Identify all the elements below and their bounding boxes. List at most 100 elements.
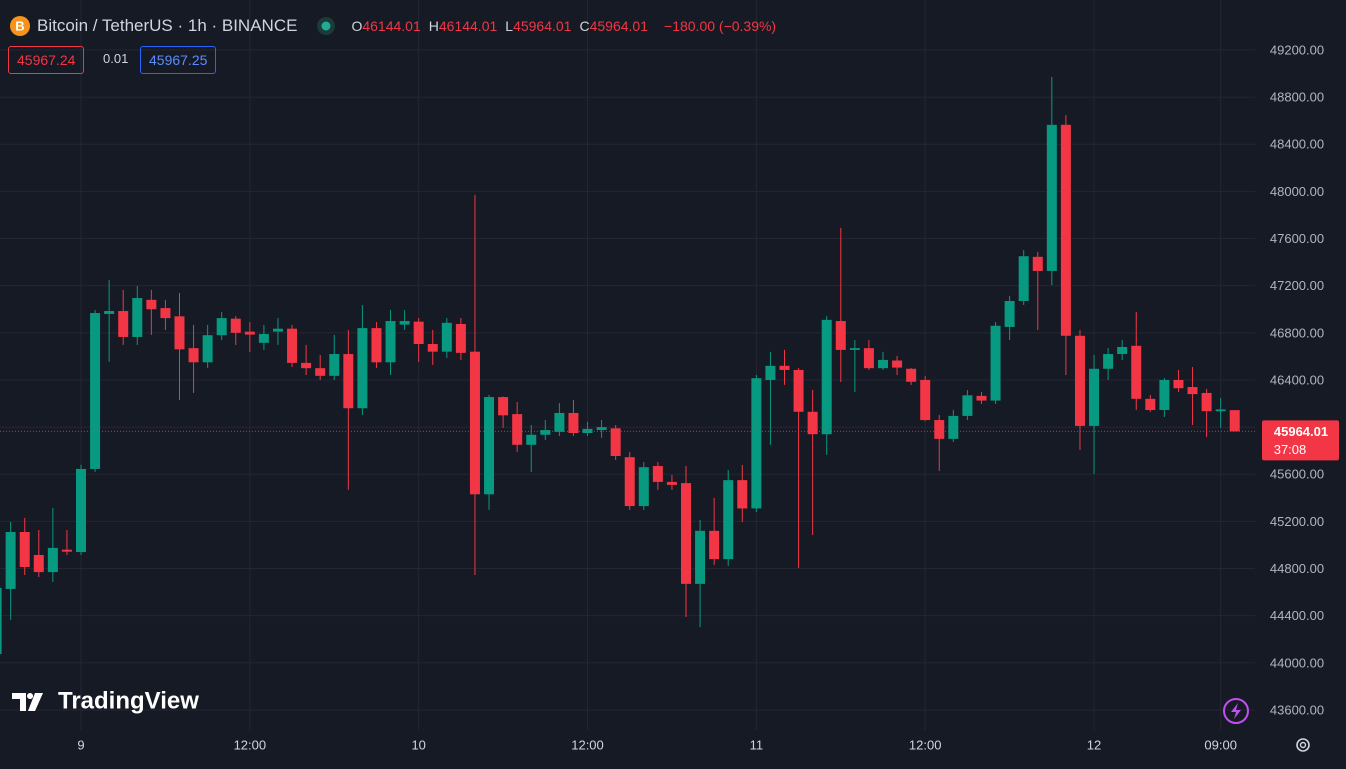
x-tick-label: 12:00 bbox=[234, 737, 267, 752]
candle-body bbox=[441, 322, 452, 352]
candle-body bbox=[33, 554, 44, 573]
candle-body bbox=[1201, 392, 1212, 412]
logo: TradingView bbox=[12, 687, 199, 714]
candle-body bbox=[568, 412, 579, 434]
candle-body bbox=[1131, 345, 1142, 399]
candle-body bbox=[1173, 379, 1184, 389]
y-tick-label: 44000.00 bbox=[1270, 655, 1324, 670]
candle-body bbox=[877, 359, 888, 369]
candle-body bbox=[230, 318, 241, 333]
y-tick-label: 46800.00 bbox=[1270, 325, 1324, 340]
candle-body bbox=[1215, 409, 1226, 412]
x-tick-label: 12:00 bbox=[571, 737, 604, 752]
coin-icon: B bbox=[10, 16, 30, 36]
candle-body bbox=[709, 530, 720, 560]
legend-key: H bbox=[428, 18, 439, 34]
candle-body bbox=[920, 379, 931, 421]
y-tick-label: 47200.00 bbox=[1270, 278, 1324, 293]
candle-body bbox=[892, 360, 903, 368]
y-tick-label: 48000.00 bbox=[1270, 184, 1324, 199]
y-tick-label: 48400.00 bbox=[1270, 137, 1324, 152]
market-status bbox=[317, 17, 336, 35]
candle-body bbox=[638, 467, 649, 507]
y-tick-label: 46400.00 bbox=[1270, 372, 1324, 387]
legend-key: C bbox=[579, 18, 590, 34]
candle-body bbox=[160, 308, 171, 319]
candle-body bbox=[244, 331, 255, 335]
y-tick-label: 45200.00 bbox=[1270, 514, 1324, 529]
logo-text: TradingView bbox=[58, 687, 199, 714]
candle-body bbox=[118, 311, 129, 337]
bid[interactable]: 45967.24 bbox=[8, 46, 85, 74]
y-tick-label: 45600.00 bbox=[1270, 467, 1324, 482]
settings-icon[interactable] bbox=[1296, 738, 1310, 752]
logo-icon bbox=[12, 693, 43, 711]
candle-body bbox=[146, 299, 157, 310]
candle-body bbox=[287, 328, 298, 363]
legend-value: 46144.01 bbox=[438, 18, 498, 34]
lightning-icon[interactable] bbox=[1223, 698, 1249, 724]
candle-body bbox=[0, 587, 2, 654]
candle-body bbox=[934, 420, 945, 439]
candle-body bbox=[301, 362, 312, 369]
legend-key: O bbox=[351, 18, 363, 34]
candle-body bbox=[1032, 256, 1043, 271]
candle-body bbox=[1074, 335, 1085, 426]
candle-body bbox=[19, 532, 30, 568]
countdown: 37:08 bbox=[1274, 442, 1307, 457]
candle-body bbox=[329, 354, 340, 376]
candle-body bbox=[666, 481, 677, 485]
legend-key: L bbox=[505, 18, 514, 34]
candle-body bbox=[906, 368, 917, 382]
candle-body bbox=[188, 348, 199, 363]
candle-body bbox=[132, 298, 143, 337]
candle-body bbox=[1117, 346, 1128, 355]
candle-body bbox=[413, 321, 424, 345]
candle-body bbox=[484, 397, 495, 495]
header: B Bitcoin / TetherUS · 1h · BINANCE O 461… bbox=[0, 12, 776, 40]
candle-body bbox=[596, 427, 607, 431]
candle-body bbox=[469, 351, 480, 495]
y-tick-label: 49200.00 bbox=[1270, 42, 1324, 57]
candle-body bbox=[540, 430, 551, 435]
candle-body bbox=[582, 428, 593, 434]
candle-body bbox=[258, 334, 269, 343]
candle-body bbox=[1187, 387, 1198, 395]
candle-body bbox=[47, 547, 58, 573]
candle-body bbox=[202, 335, 213, 363]
candle-body bbox=[554, 412, 565, 432]
candle-body bbox=[990, 325, 1001, 401]
candle-body bbox=[455, 323, 466, 353]
candle-body bbox=[948, 415, 959, 439]
candle-body bbox=[807, 411, 818, 435]
ask[interactable]: 45967.25 bbox=[140, 46, 217, 74]
candle-body bbox=[399, 321, 410, 325]
y-tick-label: 43600.00 bbox=[1270, 702, 1324, 717]
candle-body bbox=[751, 378, 762, 509]
last-price-label: 45964.01 bbox=[1274, 424, 1328, 439]
y-tick-label: 44800.00 bbox=[1270, 561, 1324, 576]
candle-body bbox=[512, 414, 523, 445]
candle-body bbox=[737, 480, 748, 509]
candle-body bbox=[695, 530, 706, 584]
x-tick-label: 12:00 bbox=[909, 737, 942, 752]
candle-body bbox=[1103, 354, 1114, 369]
candle-body bbox=[681, 483, 692, 584]
candle-body bbox=[357, 328, 368, 409]
grid bbox=[0, 0, 1255, 730]
candle-body bbox=[174, 316, 185, 350]
symbol-title: Bitcoin / TetherUS · 1h · BINANCE bbox=[37, 16, 298, 35]
candle-body bbox=[1089, 368, 1100, 426]
last-price-box bbox=[1262, 420, 1339, 461]
candle-body bbox=[976, 395, 987, 401]
spread: 0.01 bbox=[103, 51, 129, 66]
x-tick-label: 12 bbox=[1087, 737, 1101, 752]
axes: 43600.00 44000.00 44400.00 44800.00 45200.00… bbox=[77, 42, 1339, 752]
candle-body bbox=[385, 321, 396, 363]
candle-body bbox=[315, 368, 326, 376]
candle-body bbox=[1159, 379, 1170, 411]
x-tick-label: 9 bbox=[77, 737, 84, 752]
